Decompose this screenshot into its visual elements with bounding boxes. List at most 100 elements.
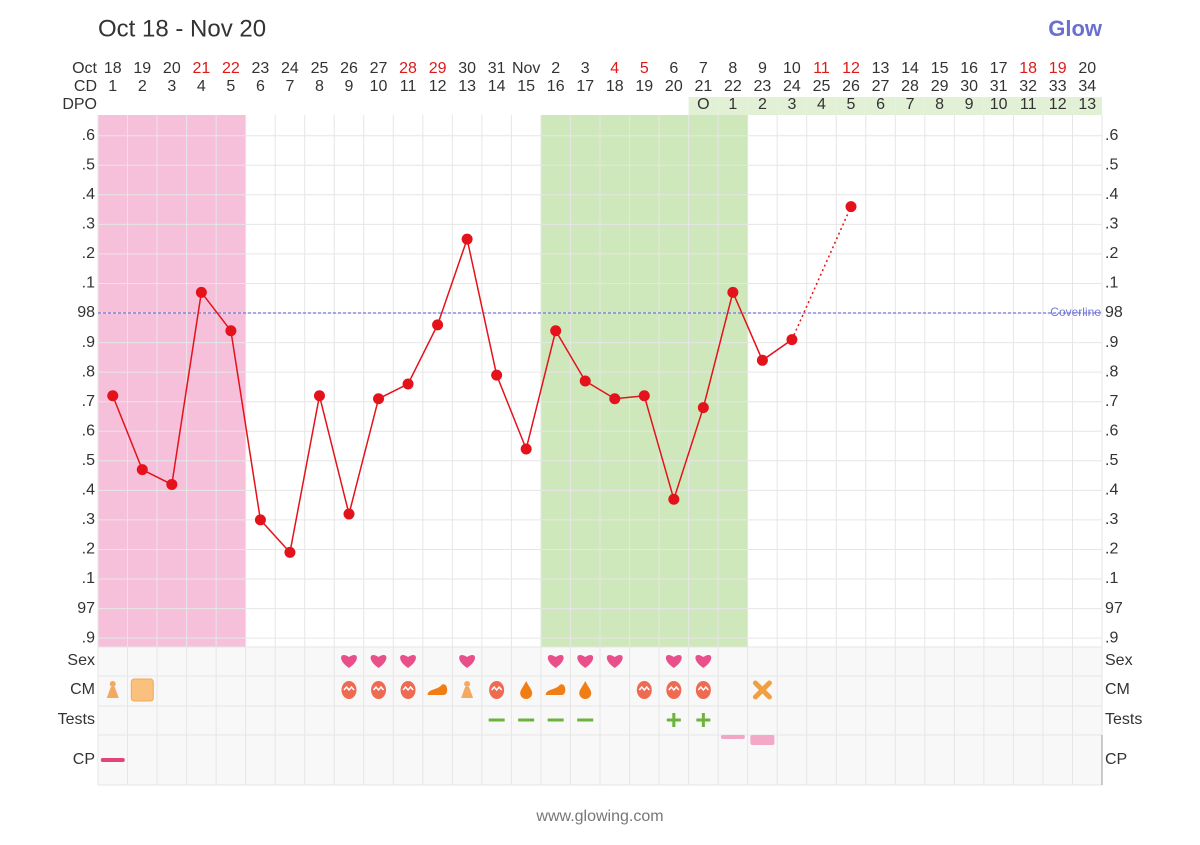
- date-label: 5: [640, 60, 649, 77]
- cd-label: 4: [197, 78, 206, 95]
- temperature-point: [343, 508, 355, 520]
- gap-connector: [791, 206, 852, 340]
- y-tick-label-right: .9: [1105, 334, 1118, 351]
- dpo-value: 10: [990, 96, 1008, 113]
- cd-label: 15: [517, 78, 535, 95]
- date-label: 2: [551, 60, 560, 77]
- y-tick-label-left: .3: [82, 511, 95, 528]
- dpo-value: 9: [965, 96, 974, 113]
- date-label: 29: [429, 60, 447, 77]
- date-label: 17: [990, 60, 1008, 77]
- cm-watery: [520, 681, 533, 699]
- y-tick-label-right: 97: [1105, 600, 1123, 617]
- date-label: 19: [133, 60, 151, 77]
- y-tick-label-left: .5: [82, 156, 95, 173]
- cd-label: 25: [813, 78, 831, 95]
- row-label-right: CP: [1105, 751, 1127, 768]
- y-tick-label-right: .2: [1105, 245, 1118, 262]
- dpo-cell: [954, 97, 984, 115]
- y-tick-label-right: .6: [1105, 422, 1118, 439]
- date-label: 16: [960, 60, 978, 77]
- dpo-value: 4: [817, 96, 826, 113]
- y-tick-label-right: .1: [1105, 570, 1118, 587]
- y-tick-label-left: .1: [82, 275, 95, 292]
- dpo-value: 11: [1020, 96, 1037, 113]
- dpo-cell: [1072, 97, 1102, 115]
- date-label: 21: [192, 60, 210, 77]
- y-tick-label-left: .1: [82, 570, 95, 587]
- dpo-cell: [718, 97, 748, 115]
- date-label: 25: [311, 60, 329, 77]
- cm-sticky-body: [106, 687, 119, 698]
- date-label: 3: [581, 60, 590, 77]
- temperature-point: [461, 233, 473, 245]
- date-label: 18: [1019, 60, 1037, 77]
- y-tick-label-right: .1: [1105, 275, 1118, 292]
- date-label: 9: [758, 60, 767, 77]
- y-tick-label-left: .9: [82, 629, 95, 646]
- cd-label: 13: [458, 78, 476, 95]
- y-tick-label-right: .2: [1105, 541, 1118, 558]
- cd-label: 16: [547, 78, 565, 95]
- y-tick-label-left: .6: [82, 422, 95, 439]
- cm-creamy: [545, 684, 566, 695]
- temperature-point: [668, 493, 680, 505]
- dpo-cell: [836, 97, 866, 115]
- dpo-value: 2: [758, 96, 767, 113]
- y-tick-label-left: 98: [77, 304, 95, 321]
- test-negative: [577, 718, 594, 722]
- date-label: 15: [931, 60, 949, 77]
- date-label: Nov: [512, 60, 540, 77]
- cm-egg-zigzag: [638, 685, 650, 692]
- dpo-value: 3: [787, 96, 796, 113]
- cp-high: [720, 735, 745, 739]
- date-label: 19: [1049, 60, 1067, 77]
- dpo-value: 6: [876, 96, 885, 113]
- cd-label: 32: [1019, 78, 1037, 95]
- cd-label: 1: [108, 78, 117, 95]
- test-positive: [666, 713, 681, 727]
- y-tick-label-left: .7: [82, 393, 95, 410]
- date-label: 13: [872, 60, 890, 77]
- dpo-value: 5: [847, 96, 856, 113]
- sex-heart: [695, 655, 712, 668]
- dpo-cell: [777, 97, 807, 115]
- dpo-cell: [924, 97, 955, 115]
- y-tick-label-left: .5: [82, 452, 95, 469]
- date-label: 20: [1078, 60, 1096, 77]
- cp-high: [750, 735, 775, 745]
- footer: www.glowing.com: [535, 808, 663, 825]
- y-tick-label-right: .4: [1105, 482, 1118, 499]
- dpo-value: 13: [1078, 96, 1096, 113]
- sex-heart: [547, 655, 564, 668]
- cd-label: 14: [488, 78, 506, 95]
- phase-shading: [540, 115, 748, 647]
- logo: Glow: [1048, 16, 1103, 41]
- cd-label: 5: [226, 78, 235, 95]
- date-label: 26: [340, 60, 358, 77]
- dpo-value: 7: [906, 96, 915, 113]
- temperature-point: [786, 334, 798, 346]
- chart-title: Oct 18 - Nov 20: [98, 15, 266, 42]
- cd-label: 3: [167, 78, 176, 95]
- cd-label: 24: [783, 78, 801, 95]
- sex-heart: [459, 655, 476, 668]
- test-negative: [547, 718, 564, 722]
- cd-label: 29: [931, 78, 949, 95]
- cm-egg-zigzag: [372, 685, 385, 692]
- cm-egg-zigzag: [402, 685, 414, 692]
- date-label: 30: [458, 60, 476, 77]
- y-tick-label-right: .6: [1105, 127, 1118, 144]
- cd-label: 28: [901, 78, 919, 95]
- dpo-cell: [1042, 97, 1073, 115]
- coverline-label: Coverline: [1050, 305, 1101, 319]
- temperature-point: [520, 443, 532, 455]
- date-label: 27: [370, 60, 388, 77]
- sex-heart: [400, 655, 416, 668]
- dpo-cell: [983, 97, 1014, 115]
- y-tick-label-right: .7: [1105, 393, 1118, 410]
- cm-egg-zigzag: [668, 685, 680, 692]
- y-tick-label-right: .3: [1105, 216, 1118, 233]
- dpo-value: 1: [728, 96, 737, 113]
- dpo-cell: [688, 97, 719, 115]
